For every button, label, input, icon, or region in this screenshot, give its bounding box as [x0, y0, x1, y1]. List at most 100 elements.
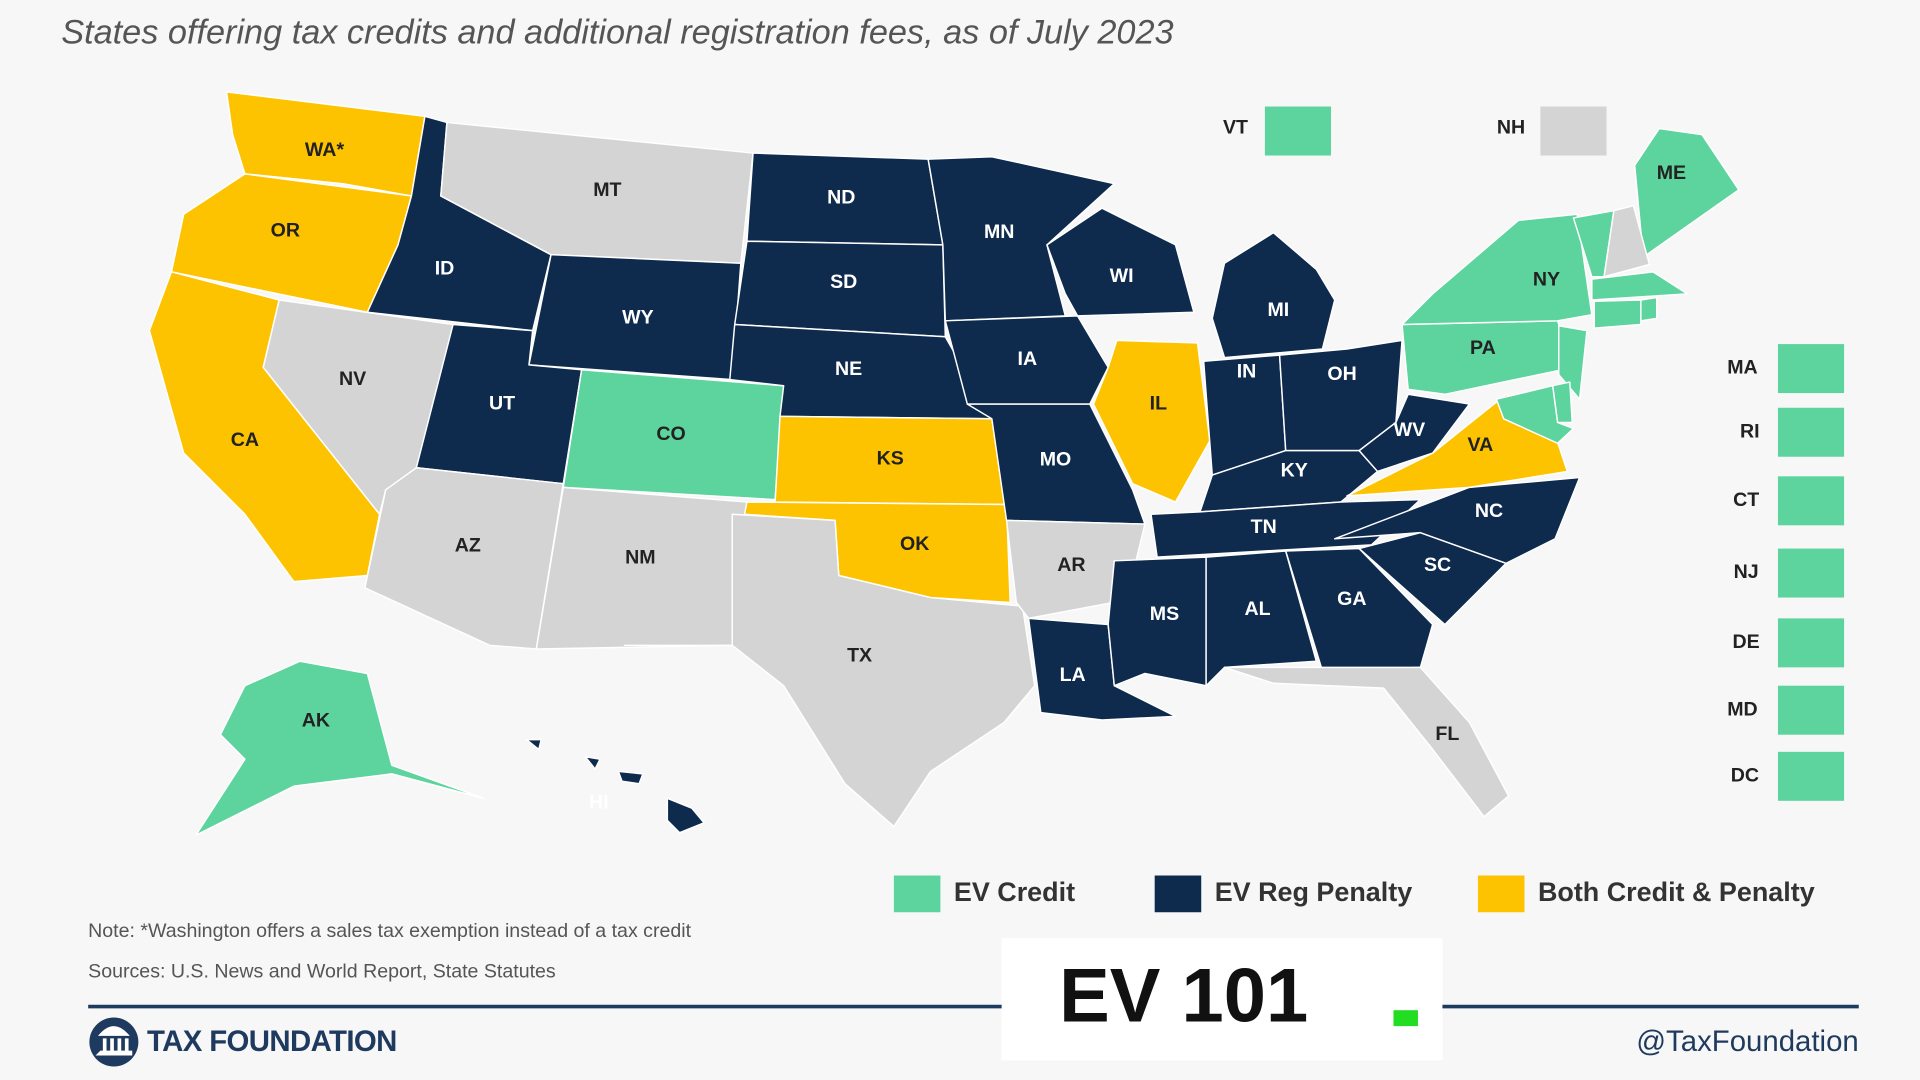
state-label: IN — [1237, 360, 1257, 382]
callout-label: VT — [1223, 117, 1248, 139]
state-shape — [623, 513, 1036, 828]
callout-label: RI — [1740, 420, 1760, 442]
state-shape — [617, 770, 644, 785]
callout-box — [1777, 476, 1845, 526]
legend-swatch — [1477, 875, 1525, 913]
callout-box — [1777, 344, 1845, 394]
state-shape — [1401, 213, 1593, 326]
state-shape — [1046, 207, 1195, 317]
state-label: OH — [1327, 363, 1356, 385]
state-label: ID — [435, 258, 455, 280]
callout-box — [1777, 548, 1845, 598]
legend-swatch — [1154, 875, 1202, 913]
state-shape — [1558, 324, 1588, 400]
state-label: LA — [1060, 664, 1086, 686]
state-shape — [1593, 299, 1642, 329]
state-label: AL — [1244, 598, 1270, 620]
state-shape — [1211, 231, 1336, 359]
legend-label: Both Credit & Penalty — [1538, 877, 1815, 907]
callout-box — [1777, 407, 1845, 457]
callout-label: NJ — [1734, 561, 1759, 583]
badge-box — [1001, 937, 1443, 1061]
state-label: ND — [827, 187, 855, 209]
badge: EV 101 — [1059, 954, 1308, 1039]
state-label: NE — [835, 358, 862, 380]
state-shape — [927, 156, 1116, 322]
legend-label: EV Reg Penalty — [1215, 877, 1413, 907]
state-label: UT — [489, 392, 515, 414]
state-label: MT — [593, 179, 621, 201]
state-shape — [584, 756, 601, 770]
state-label: SD — [830, 271, 857, 293]
state-shape — [1591, 271, 1689, 301]
legend-label: EV Credit — [954, 877, 1075, 907]
state-shape — [1603, 204, 1651, 278]
state-label: PA — [1470, 337, 1496, 359]
state-shape — [666, 797, 705, 834]
state-label: NY — [1533, 269, 1560, 291]
state-label: MS — [1150, 603, 1179, 625]
state-label: SC — [1424, 554, 1451, 576]
state-label: CO — [656, 423, 685, 445]
title: States offering tax credits and addition… — [61, 13, 1173, 51]
state-shape — [1223, 666, 1510, 818]
sources: Sources: U.S. News and World Report, Sta… — [88, 960, 556, 982]
callout-box — [1540, 106, 1607, 156]
state-label: WY — [622, 307, 654, 329]
state-label: KY — [1281, 460, 1308, 482]
state-label: AZ — [455, 534, 481, 556]
callout-box — [1777, 751, 1845, 801]
state-label: GA — [1337, 588, 1366, 610]
state-label: FL — [1435, 723, 1459, 745]
state-label: AR — [1057, 554, 1085, 576]
state-label: MI — [1267, 299, 1289, 321]
state-label: ME — [1657, 162, 1686, 184]
callout-label: NH — [1497, 117, 1525, 139]
state-label: NV — [339, 368, 366, 390]
legend: EV Credit EV Reg Penalty Both Credit & Pen… — [893, 875, 1815, 913]
state-label: WV — [1394, 419, 1426, 441]
state-label: TX — [847, 644, 872, 666]
state-label: MO — [1040, 449, 1072, 471]
state-label: TN — [1251, 516, 1277, 538]
state-label: NM — [625, 547, 655, 569]
state-shape — [1640, 296, 1658, 322]
handle: @TaxFoundation — [1636, 1025, 1859, 1058]
state-shape — [944, 315, 1109, 405]
state-shape — [1495, 384, 1575, 444]
state-shape — [1205, 550, 1318, 687]
state-label: OK — [900, 533, 929, 555]
state-label: OR — [271, 220, 300, 242]
state-label: MN — [984, 221, 1014, 243]
state-shape — [1150, 498, 1422, 558]
callout-label: CT — [1733, 489, 1759, 511]
map: WA* OR CA ID NV MT WY UT AZ CO NM ND SD NE KS OK TX MN IA M… — [148, 91, 1845, 836]
state-label: WA* — [305, 139, 345, 161]
callout-box — [1777, 618, 1845, 668]
state-label: AK — [302, 709, 330, 731]
note: Note: *Washington offers a sales tax exe… — [88, 920, 691, 942]
callout-label: MD — [1727, 698, 1757, 720]
state-shape — [1092, 339, 1211, 503]
state-label: NC — [1475, 500, 1503, 522]
state-shape — [525, 738, 542, 751]
state-label: WI — [1110, 265, 1134, 287]
callout-label: MA — [1727, 357, 1757, 379]
callout-box — [1264, 106, 1332, 156]
logo-text: TAX FOUNDATION — [147, 1025, 397, 1058]
state-label: KS — [877, 447, 904, 469]
logo-icon — [89, 1017, 139, 1067]
badge-dot — [1393, 1010, 1418, 1027]
state-shape — [1284, 547, 1434, 672]
state-shape — [195, 660, 485, 836]
state-shape — [1358, 393, 1471, 473]
callout-box — [1777, 685, 1845, 735]
state-shape — [1005, 519, 1146, 620]
state-label: IL — [1150, 392, 1167, 414]
callout-label: DC — [1731, 764, 1759, 786]
state-label: HI — [589, 791, 609, 813]
state-label: VA — [1468, 434, 1494, 456]
callout-label: DE — [1733, 631, 1760, 653]
